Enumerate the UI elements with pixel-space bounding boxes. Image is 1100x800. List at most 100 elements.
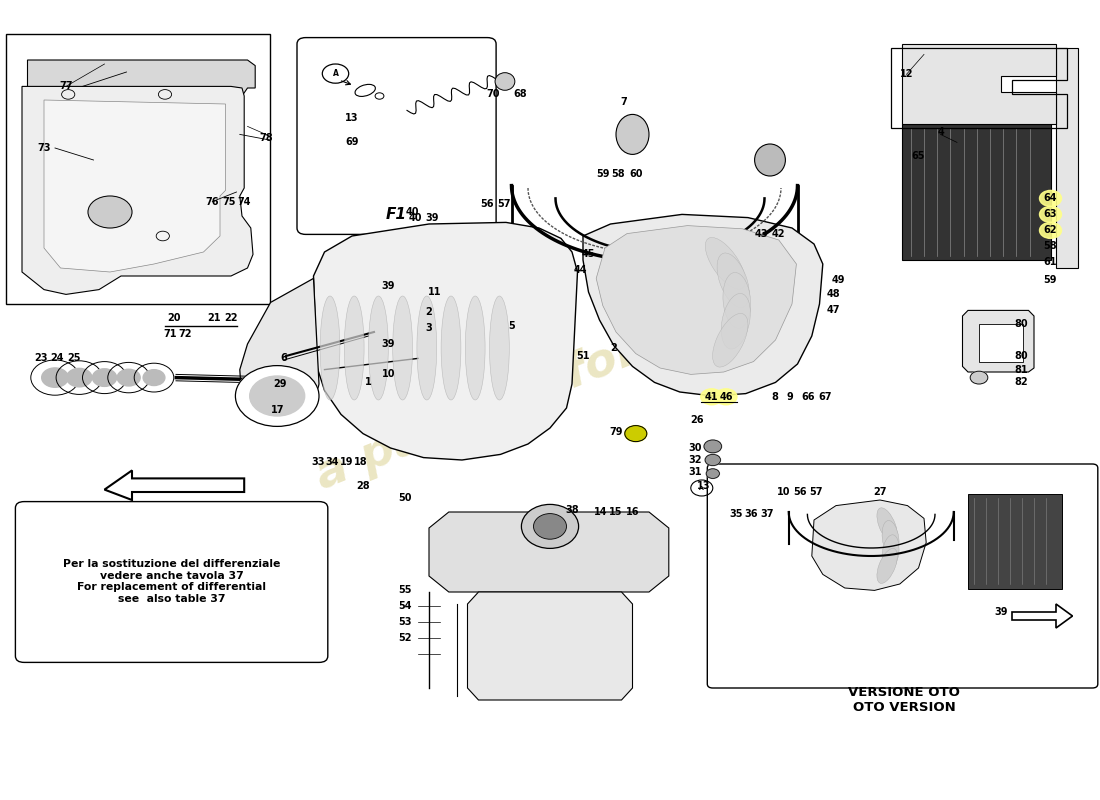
Text: 41: 41 [705,392,718,402]
Circle shape [92,369,117,386]
Text: 79: 79 [609,427,623,437]
Circle shape [56,361,102,394]
Text: 70: 70 [486,90,499,99]
Text: 18: 18 [354,458,367,467]
Text: 20: 20 [167,314,180,323]
Ellipse shape [490,296,509,400]
Circle shape [118,370,140,386]
Text: 73: 73 [37,143,51,153]
Ellipse shape [722,294,750,349]
Text: 37: 37 [760,509,773,518]
Text: 33: 33 [311,458,324,467]
Text: 22: 22 [224,314,238,323]
Bar [968,494,1062,589]
Circle shape [625,426,647,442]
Text: 3: 3 [426,323,432,333]
Text: 4: 4 [937,127,944,137]
Text: 65: 65 [912,151,925,161]
Ellipse shape [320,296,340,400]
Circle shape [970,371,988,384]
Text: 12: 12 [900,70,913,79]
Text: 64: 64 [1044,194,1057,203]
Ellipse shape [882,535,899,570]
Text: 58: 58 [1044,242,1057,251]
Polygon shape [468,592,632,700]
Ellipse shape [877,549,898,583]
Text: 63: 63 [1044,210,1057,219]
Ellipse shape [368,296,388,400]
Ellipse shape [441,296,461,400]
Circle shape [704,440,722,453]
Text: 44: 44 [574,266,587,275]
Text: 39: 39 [426,213,439,222]
Ellipse shape [877,508,898,542]
Text: 8: 8 [771,392,778,402]
Text: 42: 42 [772,230,785,239]
Ellipse shape [882,521,899,556]
Text: 75: 75 [222,197,235,206]
Text: 27: 27 [873,487,887,497]
Text: 25: 25 [67,354,80,363]
Text: 7: 7 [620,98,627,107]
Text: 56: 56 [793,487,806,497]
FancyBboxPatch shape [707,464,1098,688]
Text: 38: 38 [565,506,579,515]
Circle shape [1040,222,1062,238]
Text: 2: 2 [426,307,432,317]
Text: 72: 72 [178,330,191,339]
Text: 81: 81 [1014,365,1027,374]
Text: 13: 13 [697,482,711,491]
Circle shape [88,196,132,228]
Text: 56: 56 [481,199,494,209]
Circle shape [1040,206,1062,222]
Polygon shape [812,500,926,590]
Text: a passion for parts: a passion for parts [309,269,791,499]
Text: 31: 31 [689,467,702,477]
Text: 15: 15 [609,507,623,517]
Polygon shape [22,86,253,294]
Text: 28: 28 [356,482,370,491]
Text: 58: 58 [612,170,625,179]
Text: 10: 10 [777,487,790,497]
Circle shape [715,389,737,405]
Polygon shape [1012,604,1072,628]
Text: 39: 39 [382,282,395,291]
Circle shape [235,366,319,426]
Polygon shape [596,226,796,374]
Ellipse shape [393,296,412,400]
Text: 80: 80 [1014,319,1027,329]
Text: 67: 67 [818,392,832,402]
Bar [902,124,1050,260]
Text: 71: 71 [164,330,177,339]
Circle shape [701,389,723,405]
Text: A: A [332,69,339,78]
Polygon shape [28,60,255,94]
Text: 40: 40 [406,207,419,217]
Text: 17: 17 [271,405,284,414]
Text: 9: 9 [786,392,793,402]
Text: 74: 74 [238,197,251,206]
Text: 55: 55 [398,586,411,595]
Text: 32: 32 [689,455,702,465]
Text: 68: 68 [514,90,527,99]
Circle shape [1040,190,1062,206]
Text: 24: 24 [51,354,64,363]
Text: 61: 61 [1044,258,1057,267]
Text: Per la sostituzione del differenziale
vedere anche tavola 37
For replacement of : Per la sostituzione del differenziale ve… [63,559,280,604]
Text: 59: 59 [1044,275,1057,285]
Ellipse shape [616,114,649,154]
Text: A: A [700,486,704,490]
Ellipse shape [521,504,579,549]
Text: 13: 13 [345,114,359,123]
Text: 80: 80 [1014,351,1027,361]
Text: 11: 11 [428,287,441,297]
Text: 52: 52 [398,634,411,643]
Circle shape [143,370,165,386]
Text: 23: 23 [34,354,47,363]
Ellipse shape [534,514,566,539]
Text: 50: 50 [398,493,411,502]
Text: 40: 40 [409,213,422,222]
Bar [1056,48,1078,268]
Text: 39: 39 [382,339,395,349]
Circle shape [42,368,68,387]
